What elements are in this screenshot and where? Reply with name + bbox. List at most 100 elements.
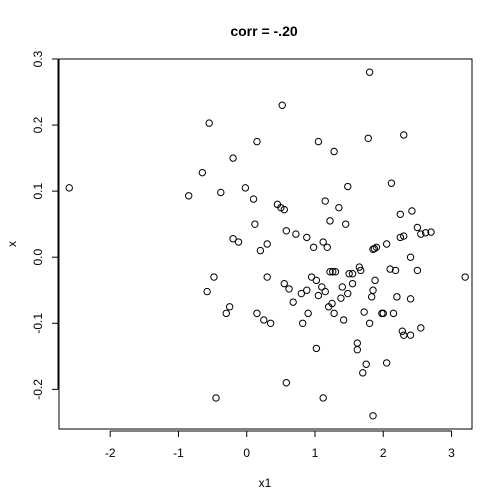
data-point [210, 273, 218, 281]
data-point [253, 309, 261, 318]
data-point [318, 283, 326, 291]
data-point [323, 243, 331, 252]
data-point [355, 263, 364, 271]
data-point [249, 195, 258, 203]
data-point [278, 101, 286, 109]
data-point [417, 230, 425, 238]
plot-frame [58, 58, 473, 430]
data-point [365, 319, 374, 327]
data-point [297, 289, 306, 298]
data-point [326, 268, 334, 276]
data-point [337, 294, 345, 302]
data-point [299, 319, 307, 327]
y-tick-label: 0.1 [31, 182, 45, 199]
data-point [282, 227, 291, 235]
data-point [371, 276, 379, 285]
data-point [303, 286, 311, 294]
data-point [330, 147, 338, 156]
data-point [251, 220, 259, 228]
data-point [365, 68, 374, 76]
data-point [342, 220, 350, 228]
data-point [360, 308, 368, 316]
data-point [406, 253, 415, 261]
y-tick-label: 0.2 [31, 116, 45, 133]
data-point [391, 266, 400, 275]
data-point [282, 379, 291, 387]
data-point [263, 240, 271, 248]
data-point [461, 273, 469, 281]
data-point [382, 359, 391, 367]
data-point [353, 346, 362, 354]
chart-title: corr = -.20 [230, 23, 298, 39]
data-point [303, 233, 311, 242]
data-point [367, 293, 376, 301]
y-tick-label: 0.0 [31, 249, 45, 266]
data-point [314, 137, 323, 146]
data-point [364, 134, 372, 142]
data-point [379, 309, 387, 318]
data-point [319, 394, 327, 402]
data-point [370, 244, 379, 253]
data-point [314, 291, 323, 300]
data-point [289, 298, 297, 306]
data-point [400, 232, 408, 240]
data-points [65, 68, 469, 420]
data-point [359, 369, 367, 377]
data-point [389, 309, 398, 318]
data-point [362, 360, 370, 368]
data-point [266, 319, 275, 327]
data-point [357, 266, 365, 275]
data-point [205, 119, 213, 127]
data-point [241, 184, 250, 192]
data-point [256, 246, 265, 255]
data-point [222, 309, 230, 318]
data-point [319, 238, 327, 246]
data-point [348, 270, 357, 278]
data-point [212, 394, 220, 402]
data-point [263, 273, 271, 281]
data-point [406, 295, 415, 303]
data-point [309, 243, 318, 252]
data-point [417, 324, 425, 332]
x-tick-label: 1 [312, 446, 319, 460]
data-point [330, 309, 338, 318]
data-point [217, 188, 225, 197]
data-point [344, 289, 352, 298]
data-point [304, 309, 312, 318]
data-point [421, 229, 430, 237]
data-point [335, 203, 343, 212]
data-point [312, 344, 321, 353]
x-tick-label: -2 [105, 446, 116, 460]
data-point [387, 179, 396, 187]
data-point [329, 268, 337, 276]
data-point [396, 233, 405, 242]
data-point [369, 286, 377, 294]
data-point [413, 266, 422, 275]
data-point [328, 299, 336, 308]
data-point [338, 283, 346, 291]
x-axis: -2 -1 0 1 2 3 [105, 430, 455, 460]
x-axis-label: x1 [259, 476, 272, 490]
data-point [369, 412, 377, 420]
x-tick-label: 0 [243, 446, 250, 460]
x-tick-label: 3 [448, 446, 455, 460]
y-tick-label: -0.1 [31, 313, 45, 334]
data-point [312, 276, 321, 285]
data-point [292, 230, 300, 238]
data-point [229, 154, 237, 162]
data-point [331, 268, 340, 276]
y-tick-label: 0.3 [31, 50, 45, 67]
data-point [348, 279, 357, 288]
data-point [225, 303, 234, 311]
y-tick-label: -0.2 [31, 379, 45, 400]
data-point [386, 265, 394, 273]
data-point [260, 316, 268, 324]
data-point [400, 331, 408, 339]
y-axis-label: x [5, 241, 19, 247]
data-point [372, 243, 381, 252]
x-tick-label: -1 [173, 446, 184, 460]
data-point [234, 238, 243, 246]
data-point [382, 240, 391, 248]
x-tick-label: 2 [380, 446, 387, 460]
